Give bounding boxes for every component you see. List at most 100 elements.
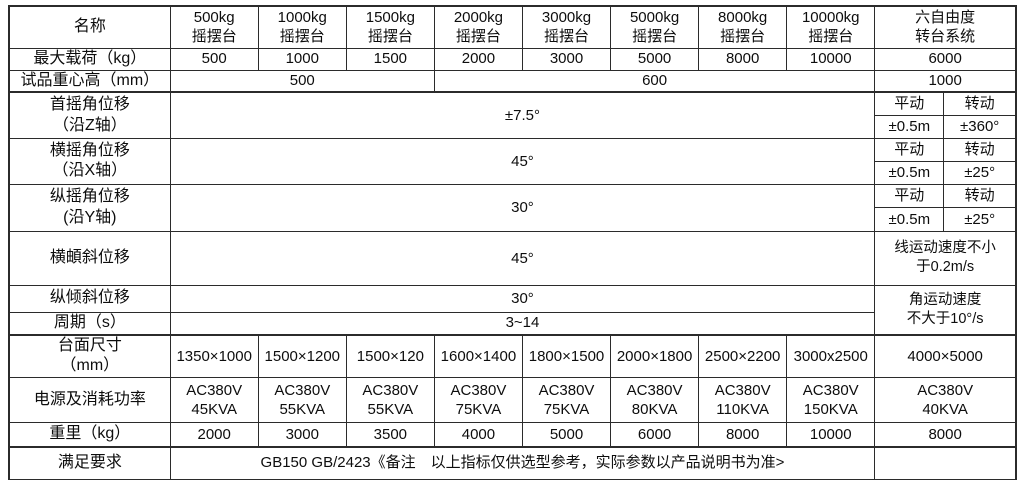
cell-value: 30° [169,183,876,232]
cell-value: 500 [169,69,435,94]
row-label: 台面尺寸 （mm） [8,334,171,379]
row-label: 最大载荷（kg） [8,47,171,71]
cell-value: AC380V 45KVA [169,377,259,424]
column-header: 5000kg 摇摆台 [610,5,700,49]
column-header: 1000kg 摇摆台 [257,5,347,49]
cell-value: 1500×120 [345,334,435,379]
motion-value: ±360° [943,114,1017,139]
motion-value: ±0.5m [874,114,945,139]
roll-row: 横摇角位移 （沿X轴） 45° 平动 转动 [8,137,1017,185]
row-label: 横摇角位移 （沿X轴） [8,137,171,185]
motion-header: 平动 [874,183,945,208]
column-header: 六自由度 转台系统 [874,5,1017,49]
cell-value: 5000 [610,47,700,71]
weight-row: 重里（kg） 2000 3000 3500 4000 5000 6000 800… [8,422,1017,448]
cell-value: 8000 [698,422,788,448]
cell-value: 8000 [874,422,1017,448]
motion-value: ±0.5m [874,206,945,232]
requirement-row: 满足要求 GB150 GB/2423《备注 以上指标仅供选型参考，实际参数以产品… [8,446,1017,480]
max-load-row: 最大载荷（kg） 500 1000 1500 2000 3000 5000 80… [8,47,1017,71]
row-label: 首摇角位移 （沿Z轴） [8,91,171,139]
cell-value: 2000×1800 [610,334,700,379]
cell-value: 600 [433,69,876,94]
cell-value: 3~14 [169,311,876,336]
yaw-row: 首摇角位移 （沿Z轴） ±7.5° 平动 转动 [8,91,1017,139]
cell-value: 500 [169,47,259,71]
motion-header: 转动 [943,91,1017,116]
row-label: 满足要求 [8,446,171,480]
requirement-text: GB150 GB/2423《备注 以上指标仅供选型参考，实际参数以产品说明书为准… [169,446,876,480]
name-header-cell: 名称 [8,5,171,49]
cell-value: 45° [169,230,876,286]
cell-value: 45° [169,137,876,185]
cell-value: 5000 [521,422,612,448]
power-row: 电源及消耗功率 AC380V 45KVA AC380V 55KVA AC380V… [8,377,1017,424]
angular-speed-note: 角运动速度 不大于10°/s [874,284,1017,336]
column-header: 2000kg 摇摆台 [433,5,523,49]
cell-value: ±7.5° [169,91,876,139]
cell-value: AC380V 150KVA [786,377,876,424]
cell-value: 10000 [786,47,876,71]
spec-table: 名称 500kg 摇摆台 1000kg 摇摆台 1500kg 摇摆台 2000k… [8,5,1017,480]
cell-value: 1000 [257,47,347,71]
cell-value: 30° [169,284,876,313]
cell-value: 3500 [345,422,435,448]
cell-value: 8000 [698,47,788,71]
cell-value: 1000 [874,69,1017,94]
cell-value: 1800×1500 [521,334,612,379]
cell-value: 6000 [874,47,1017,71]
cell-value: 1500×1200 [257,334,347,379]
motion-value: ±25° [943,160,1017,185]
row-label: 重里（kg） [8,422,171,448]
motion-value: ±0.5m [874,160,945,185]
motion-header: 平动 [874,137,945,162]
linear-speed-note: 线运动速度不小 于0.2m/s [874,230,1017,286]
cell-value: AC380V 80KVA [610,377,700,424]
column-header: 3000kg 摇摆台 [521,5,612,49]
cog-height-row: 试品重心高（mm） 500 600 1000 [8,69,1017,94]
roll-sub-row: ±0.5m ±25° [9,160,1017,185]
cell-value: 4000 [433,422,523,448]
column-header: 10000kg 摇摆台 [786,5,876,49]
header-row: 名称 500kg 摇摆台 1000kg 摇摆台 1500kg 摇摆台 2000k… [8,5,1017,49]
column-header: 8000kg 摇摆台 [698,5,788,49]
cell-value: 1600×1400 [433,334,523,379]
motion-header: 转动 [943,137,1017,162]
pitch-row: 纵摇角位移 (沿Y轴) 30° 平动 转动 [8,183,1017,232]
cell-value: 6000 [610,422,700,448]
cell-value: 1500 [345,47,435,71]
cell-value: AC380V 75KVA [433,377,523,424]
cell-value: AC380V 110KVA [698,377,788,424]
roll-tilt-row: 横頔斜位移 45° 线运动速度不小 于0.2m/s [8,230,1017,286]
pitch-sub-row: ±0.5m ±25° [9,206,1017,232]
cell-value: AC380V 55KVA [257,377,347,424]
row-label: 纵摇角位移 (沿Y轴) [8,183,171,232]
column-header: 500kg 摇摆台 [169,5,259,49]
motion-header: 平动 [874,91,945,116]
row-label: 纵倾斜位移 [8,284,171,313]
empty-cell [874,446,1017,480]
yaw-sub-row: ±0.5m ±360° [9,114,1017,139]
cell-value: 3000 [257,422,347,448]
tabletop-row: 台面尺寸 （mm） 1350×1000 1500×1200 1500×120 1… [8,334,1017,379]
pitch-tilt-row: 纵倾斜位移 30° 角运动速度 不大于10°/s [8,284,1017,336]
period-row: 周期（s） 3~14 [8,311,1016,336]
motion-header: 转动 [943,183,1017,208]
cell-value: 3000x2500 [786,334,876,379]
cell-value: 4000×5000 [874,334,1017,379]
cell-value: AC380V 75KVA [521,377,612,424]
cell-value: AC380V 55KVA [345,377,435,424]
row-label: 横頔斜位移 [8,230,171,286]
cell-value: 2500×2200 [698,334,788,379]
motion-value: ±25° [943,206,1017,232]
column-header: 1500kg 摇摆台 [345,5,435,49]
cell-value: 3000 [521,47,612,71]
cell-value: AC380V 40KVA [874,377,1017,424]
row-label: 电源及消耗功率 [8,377,171,424]
cell-value: 2000 [433,47,523,71]
cell-value: 1350×1000 [169,334,259,379]
cell-value: 2000 [169,422,259,448]
cell-value: 10000 [786,422,876,448]
row-label: 试品重心高（mm） [8,69,171,94]
